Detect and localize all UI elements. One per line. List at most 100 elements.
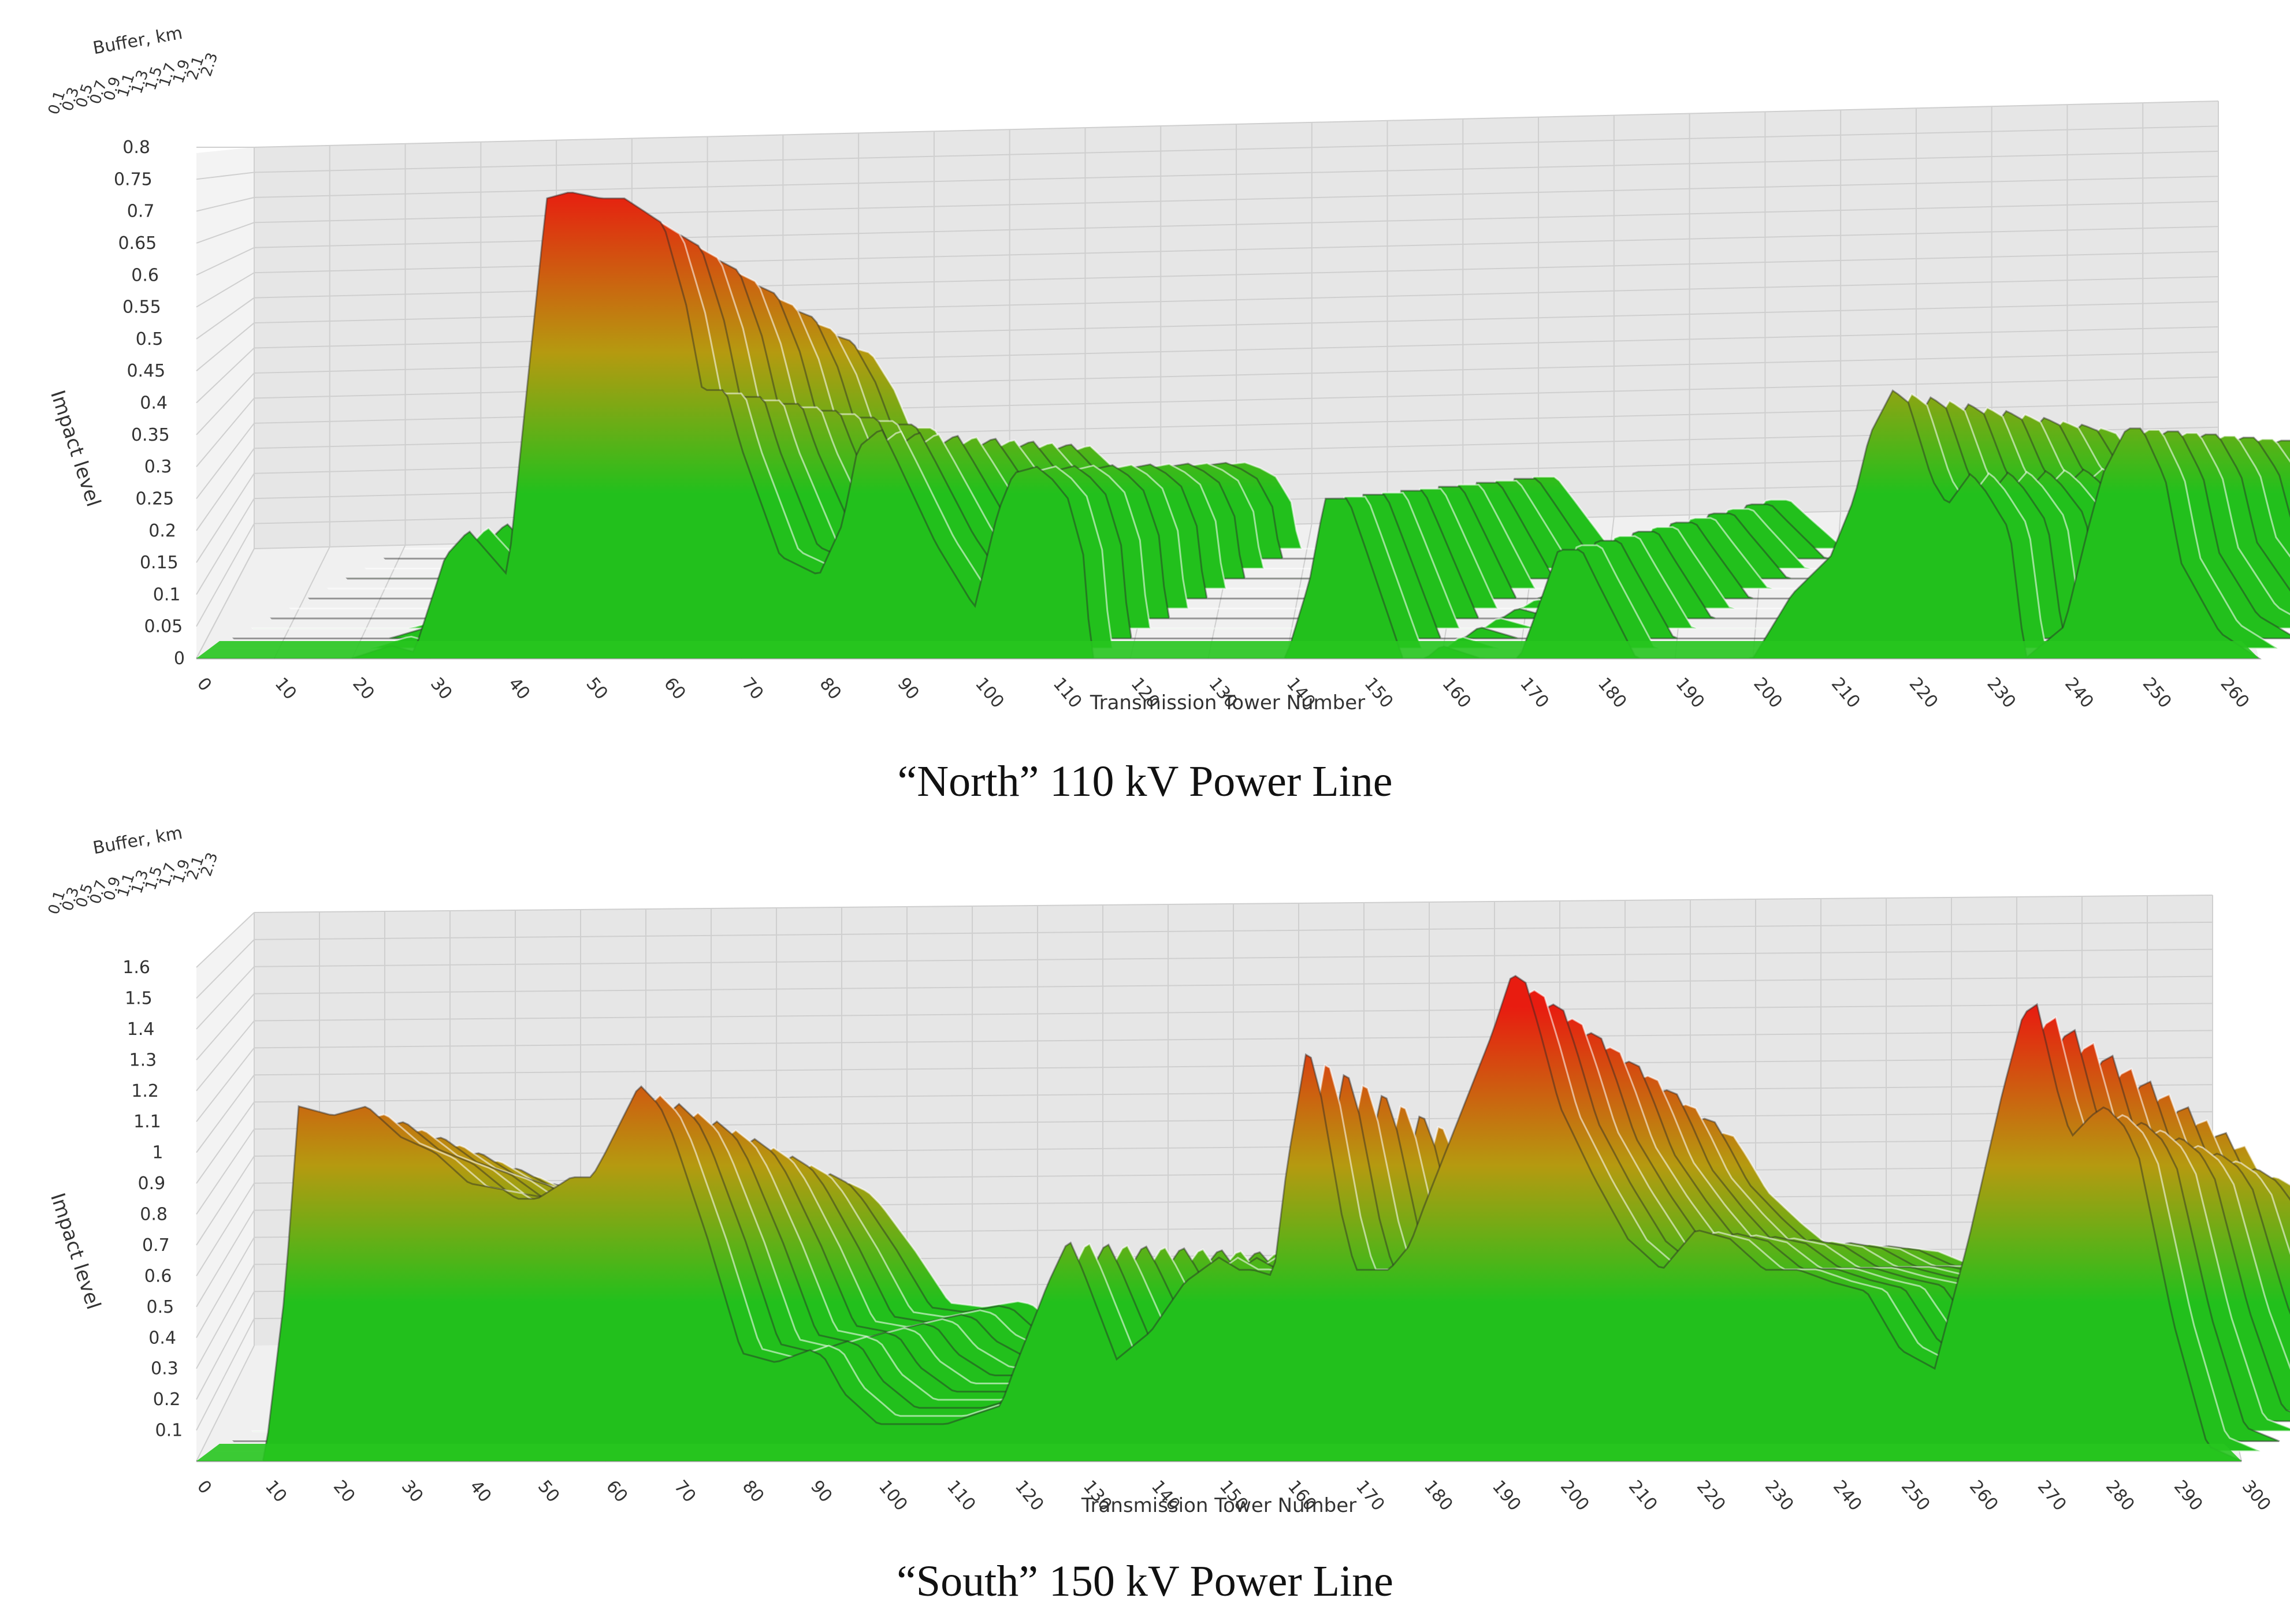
- grid-line: [196, 373, 255, 435]
- grid-line: [196, 912, 255, 968]
- grid-line: [254, 948, 2213, 967]
- grid-line: [196, 397, 255, 467]
- x-tick-label: 80: [738, 1477, 768, 1507]
- grid-line: [254, 1084, 2213, 1103]
- y-tick-label: 0.55: [122, 297, 161, 318]
- impact-surface: [196, 974, 2290, 1462]
- impact-surface: [196, 191, 2290, 660]
- grid-line: [254, 975, 2213, 994]
- buffer-axis-title: Buffer, km: [91, 826, 184, 858]
- x-tick-label: 160: [1438, 674, 1475, 712]
- y-tick-label: 0: [174, 649, 185, 669]
- y-tick-label: 1: [152, 1143, 163, 1163]
- buffer-tick-label: 2.3: [198, 851, 221, 879]
- x-tick-label: 110: [943, 1477, 980, 1515]
- x-tick-label: 220: [1905, 674, 1942, 712]
- y-axis: 0.1 0.2 0.3 0.4 0.5 0.6 0.7 0.8 0.9 1 1.1 1.2 1.3 1.4…: [46, 958, 183, 1441]
- grid-line: [196, 993, 255, 1060]
- x-tick-label: 230: [1761, 1477, 1798, 1515]
- x-tick-label: 80: [816, 674, 845, 704]
- y-tick-label: 0.2: [153, 1390, 181, 1410]
- grid-line: [196, 247, 255, 276]
- grid-line: [196, 423, 255, 500]
- y-tick-label: 0.1: [153, 584, 181, 605]
- grid-line: [196, 1291, 255, 1400]
- y-tick-label: 0.25: [135, 489, 174, 509]
- x-tick-label: 260: [2217, 674, 2254, 712]
- grid-line: [196, 222, 255, 244]
- grid-line: [196, 1156, 255, 1246]
- north-line-panel: 0 10 20 30 40 50 60 70 80 90 100 110 120 130 140 150 160…: [45, 23, 2290, 806]
- grid-line: [196, 322, 255, 371]
- y-tick-label: 0.45: [127, 361, 165, 381]
- x-tick-label: 20: [348, 674, 378, 704]
- x-tick-label: 120: [1011, 1477, 1048, 1515]
- grid-line: [254, 100, 2219, 148]
- y-tick-label: 0.3: [144, 457, 172, 477]
- grid-line: [196, 1074, 255, 1153]
- grid-line: [196, 498, 255, 595]
- y-tick-label: 1.3: [129, 1050, 157, 1070]
- x-tick-label: 180: [1420, 1477, 1457, 1515]
- y-tick-label: 0.7: [127, 202, 155, 222]
- y-tick-label: 0.8: [122, 137, 150, 158]
- grid-line: [196, 523, 255, 627]
- y-tick-label: 0.6: [131, 265, 159, 285]
- x-tick-label: 10: [271, 674, 300, 704]
- x-tick-label: 110: [1049, 674, 1086, 712]
- grid-line: [196, 1345, 255, 1462]
- grid-line: [196, 1101, 255, 1184]
- grid-line: [196, 966, 255, 1030]
- x-tick-label: 50: [534, 1477, 563, 1507]
- x-axis: 0 10 20 30 40 50 60 70 80 90 100 110 120 130 140 150 160…: [193, 1477, 2275, 1517]
- y-tick-label: 0.1: [155, 1421, 183, 1441]
- x-tick-label: 290: [2170, 1477, 2207, 1515]
- x-tick-label: 270: [2034, 1477, 2070, 1515]
- x-tick-label: 210: [1827, 674, 1864, 712]
- surface-floor: [196, 1444, 2241, 1461]
- buffer-tick-label: 2.3: [198, 51, 221, 79]
- x-tick-label: 240: [1829, 1477, 1866, 1515]
- y-tick-label: 0.6: [144, 1266, 172, 1286]
- grid-line: [196, 297, 255, 340]
- x-tick-label: 200: [1556, 1477, 1593, 1515]
- grid-line: [351, 545, 406, 659]
- grid-line: [254, 921, 2213, 940]
- x-tick-label: 250: [2139, 674, 2176, 712]
- y-tick-label: 0.7: [142, 1235, 170, 1256]
- y-tick-label: 0.75: [114, 169, 153, 189]
- y-tick-label: 1.4: [127, 1019, 155, 1040]
- grid-line: [196, 196, 255, 212]
- grid-line: [196, 272, 255, 308]
- x-tick-label: 90: [893, 674, 923, 704]
- x-tick-label: 210: [1624, 1477, 1661, 1515]
- buffer-axis: 0.10.30.50.70.91.11.31.51.71.92.12.3Buff…: [45, 23, 221, 117]
- grid-line: [254, 1003, 2213, 1022]
- left-wall: [196, 147, 254, 658]
- grid-line: [254, 1138, 2213, 1157]
- grid-line: [196, 548, 255, 659]
- x-tick-label: 10: [261, 1477, 291, 1507]
- x-tick-label: 60: [602, 1477, 631, 1507]
- x-tick-label: 230: [1983, 674, 2020, 712]
- y-tick-label: 0.35: [131, 425, 170, 445]
- left-wall: [196, 912, 254, 1461]
- x-tick-label: 0: [193, 1477, 215, 1498]
- south-line-panel: 0 10 20 30 40 50 60 70 80 90 100 110 120 130 140 150 160…: [0, 826, 2290, 1624]
- x-tick-label: 190: [1488, 1477, 1525, 1515]
- y-tick-label: 1.6: [122, 958, 150, 978]
- grid-line: [196, 1020, 255, 1092]
- x-tick-label: 220: [1693, 1477, 1730, 1515]
- y-tick-label: 0.9: [138, 1174, 166, 1194]
- grid-line: [196, 1128, 255, 1215]
- grid-line: [196, 1210, 255, 1308]
- surface-buffer-layer: [196, 974, 2242, 1462]
- grid-line: [196, 1183, 255, 1276]
- x-tick-label: 300: [2238, 1477, 2275, 1515]
- grid-line: [273, 546, 330, 659]
- x-axis-title: Transmission Tower Number: [1081, 1494, 1356, 1517]
- y-tick-label: 0.05: [144, 617, 183, 637]
- grid-line: [254, 1030, 2213, 1049]
- grid-line: [196, 1264, 255, 1369]
- x-tick-label: 60: [660, 674, 689, 704]
